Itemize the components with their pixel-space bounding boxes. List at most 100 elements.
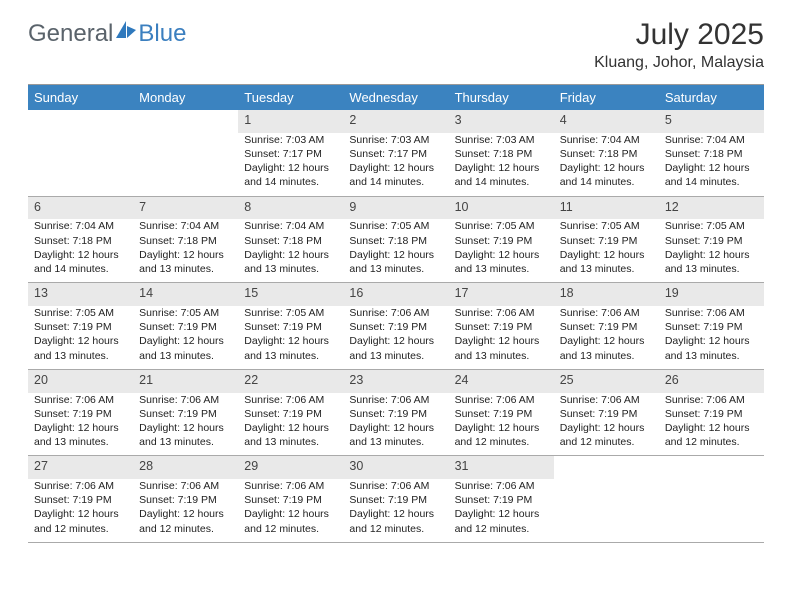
daylight-text: Daylight: 12 hours and 13 minutes. bbox=[455, 334, 548, 362]
sunset-text: Sunset: 7:19 PM bbox=[139, 407, 232, 421]
sunrise-text: Sunrise: 7:06 AM bbox=[244, 479, 337, 493]
day-number: 1 bbox=[238, 110, 343, 133]
day-body: Sunrise: 7:06 AMSunset: 7:19 PMDaylight:… bbox=[343, 479, 448, 542]
day-cell: 16Sunrise: 7:06 AMSunset: 7:19 PMDayligh… bbox=[343, 283, 448, 370]
day-body: Sunrise: 7:06 AMSunset: 7:19 PMDaylight:… bbox=[554, 393, 659, 456]
sunset-text: Sunset: 7:19 PM bbox=[139, 320, 232, 334]
sunset-text: Sunset: 7:19 PM bbox=[455, 493, 548, 507]
daylight-text: Daylight: 12 hours and 13 minutes. bbox=[34, 421, 127, 449]
logo: General Blue bbox=[28, 18, 186, 49]
empty-cell bbox=[554, 456, 659, 543]
day-number: 8 bbox=[238, 197, 343, 220]
day-cell: 26Sunrise: 7:06 AMSunset: 7:19 PMDayligh… bbox=[659, 370, 764, 457]
day-cell: 14Sunrise: 7:05 AMSunset: 7:19 PMDayligh… bbox=[133, 283, 238, 370]
day-header-friday: Friday bbox=[554, 85, 659, 110]
day-number: 5 bbox=[659, 110, 764, 133]
page-header: General Blue July 2025 Kluang, Johor, Ma… bbox=[28, 18, 764, 72]
sunrise-text: Sunrise: 7:06 AM bbox=[139, 479, 232, 493]
day-body: Sunrise: 7:06 AMSunset: 7:19 PMDaylight:… bbox=[659, 306, 764, 369]
day-number: 4 bbox=[554, 110, 659, 133]
day-cell: 28Sunrise: 7:06 AMSunset: 7:19 PMDayligh… bbox=[133, 456, 238, 543]
day-number: 14 bbox=[133, 283, 238, 306]
day-cell: 17Sunrise: 7:06 AMSunset: 7:19 PMDayligh… bbox=[449, 283, 554, 370]
daylight-text: Daylight: 12 hours and 13 minutes. bbox=[244, 248, 337, 276]
day-number: 27 bbox=[28, 456, 133, 479]
day-cell: 31Sunrise: 7:06 AMSunset: 7:19 PMDayligh… bbox=[449, 456, 554, 543]
sunrise-text: Sunrise: 7:05 AM bbox=[665, 219, 758, 233]
day-cell: 24Sunrise: 7:06 AMSunset: 7:19 PMDayligh… bbox=[449, 370, 554, 457]
day-body: Sunrise: 7:03 AMSunset: 7:17 PMDaylight:… bbox=[238, 133, 343, 196]
sunrise-text: Sunrise: 7:04 AM bbox=[139, 219, 232, 233]
sunset-text: Sunset: 7:18 PM bbox=[34, 234, 127, 248]
daylight-text: Daylight: 12 hours and 13 minutes. bbox=[455, 248, 548, 276]
sunset-text: Sunset: 7:19 PM bbox=[349, 320, 442, 334]
sunset-text: Sunset: 7:19 PM bbox=[455, 234, 548, 248]
location-text: Kluang, Johor, Malaysia bbox=[594, 54, 764, 72]
day-body: Sunrise: 7:04 AMSunset: 7:18 PMDaylight:… bbox=[659, 133, 764, 196]
sunrise-text: Sunrise: 7:05 AM bbox=[560, 219, 653, 233]
daylight-text: Daylight: 12 hours and 12 minutes. bbox=[244, 507, 337, 535]
day-body: Sunrise: 7:03 AMSunset: 7:17 PMDaylight:… bbox=[343, 133, 448, 196]
title-block: July 2025 Kluang, Johor, Malaysia bbox=[594, 18, 764, 72]
day-cell: 27Sunrise: 7:06 AMSunset: 7:19 PMDayligh… bbox=[28, 456, 133, 543]
daylight-text: Daylight: 12 hours and 12 minutes. bbox=[560, 421, 653, 449]
day-body: Sunrise: 7:06 AMSunset: 7:19 PMDaylight:… bbox=[238, 393, 343, 456]
day-body: Sunrise: 7:05 AMSunset: 7:19 PMDaylight:… bbox=[449, 219, 554, 282]
sunrise-text: Sunrise: 7:05 AM bbox=[455, 219, 548, 233]
day-body: Sunrise: 7:04 AMSunset: 7:18 PMDaylight:… bbox=[28, 219, 133, 282]
sunset-text: Sunset: 7:17 PM bbox=[244, 147, 337, 161]
day-number: 7 bbox=[133, 197, 238, 220]
sunrise-text: Sunrise: 7:06 AM bbox=[455, 479, 548, 493]
sunrise-text: Sunrise: 7:06 AM bbox=[455, 393, 548, 407]
day-number: 31 bbox=[449, 456, 554, 479]
day-number: 21 bbox=[133, 370, 238, 393]
daylight-text: Daylight: 12 hours and 14 minutes. bbox=[560, 161, 653, 189]
logo-text-general: General bbox=[28, 20, 113, 48]
sunset-text: Sunset: 7:19 PM bbox=[244, 407, 337, 421]
day-number: 13 bbox=[28, 283, 133, 306]
sunrise-text: Sunrise: 7:06 AM bbox=[34, 479, 127, 493]
day-cell: 10Sunrise: 7:05 AMSunset: 7:19 PMDayligh… bbox=[449, 197, 554, 284]
sunrise-text: Sunrise: 7:06 AM bbox=[349, 306, 442, 320]
day-body: Sunrise: 7:06 AMSunset: 7:19 PMDaylight:… bbox=[343, 393, 448, 456]
day-number: 29 bbox=[238, 456, 343, 479]
day-cell: 23Sunrise: 7:06 AMSunset: 7:19 PMDayligh… bbox=[343, 370, 448, 457]
day-body: Sunrise: 7:06 AMSunset: 7:19 PMDaylight:… bbox=[28, 479, 133, 542]
day-header-sunday: Sunday bbox=[28, 85, 133, 110]
day-cell: 12Sunrise: 7:05 AMSunset: 7:19 PMDayligh… bbox=[659, 197, 764, 284]
day-cell: 13Sunrise: 7:05 AMSunset: 7:19 PMDayligh… bbox=[28, 283, 133, 370]
day-number: 23 bbox=[343, 370, 448, 393]
sunrise-text: Sunrise: 7:06 AM bbox=[665, 306, 758, 320]
day-body: Sunrise: 7:06 AMSunset: 7:19 PMDaylight:… bbox=[449, 479, 554, 542]
sunset-text: Sunset: 7:19 PM bbox=[34, 407, 127, 421]
sunrise-text: Sunrise: 7:06 AM bbox=[244, 393, 337, 407]
daylight-text: Daylight: 12 hours and 13 minutes. bbox=[665, 334, 758, 362]
sunset-text: Sunset: 7:18 PM bbox=[349, 234, 442, 248]
day-body: Sunrise: 7:05 AMSunset: 7:19 PMDaylight:… bbox=[28, 306, 133, 369]
empty-cell bbox=[28, 110, 133, 197]
day-cell: 9Sunrise: 7:05 AMSunset: 7:18 PMDaylight… bbox=[343, 197, 448, 284]
sunset-text: Sunset: 7:19 PM bbox=[455, 320, 548, 334]
daylight-text: Daylight: 12 hours and 12 minutes. bbox=[455, 507, 548, 535]
sunrise-text: Sunrise: 7:04 AM bbox=[244, 219, 337, 233]
calendar-grid: SundayMondayTuesdayWednesdayThursdayFrid… bbox=[28, 84, 764, 543]
daylight-text: Daylight: 12 hours and 12 minutes. bbox=[665, 421, 758, 449]
sunrise-text: Sunrise: 7:06 AM bbox=[139, 393, 232, 407]
sunrise-text: Sunrise: 7:05 AM bbox=[349, 219, 442, 233]
sunrise-text: Sunrise: 7:05 AM bbox=[139, 306, 232, 320]
day-cell: 2Sunrise: 7:03 AMSunset: 7:17 PMDaylight… bbox=[343, 110, 448, 197]
sunrise-text: Sunrise: 7:06 AM bbox=[349, 479, 442, 493]
sunset-text: Sunset: 7:19 PM bbox=[560, 234, 653, 248]
empty-cell bbox=[659, 456, 764, 543]
sunset-text: Sunset: 7:19 PM bbox=[560, 407, 653, 421]
sunset-text: Sunset: 7:19 PM bbox=[139, 493, 232, 507]
day-cell: 29Sunrise: 7:06 AMSunset: 7:19 PMDayligh… bbox=[238, 456, 343, 543]
daylight-text: Daylight: 12 hours and 13 minutes. bbox=[139, 248, 232, 276]
sunrise-text: Sunrise: 7:06 AM bbox=[34, 393, 127, 407]
sunset-text: Sunset: 7:19 PM bbox=[349, 493, 442, 507]
day-body: Sunrise: 7:04 AMSunset: 7:18 PMDaylight:… bbox=[238, 219, 343, 282]
day-number: 15 bbox=[238, 283, 343, 306]
sunset-text: Sunset: 7:17 PM bbox=[349, 147, 442, 161]
sunset-text: Sunset: 7:19 PM bbox=[349, 407, 442, 421]
daylight-text: Daylight: 12 hours and 12 minutes. bbox=[34, 507, 127, 535]
